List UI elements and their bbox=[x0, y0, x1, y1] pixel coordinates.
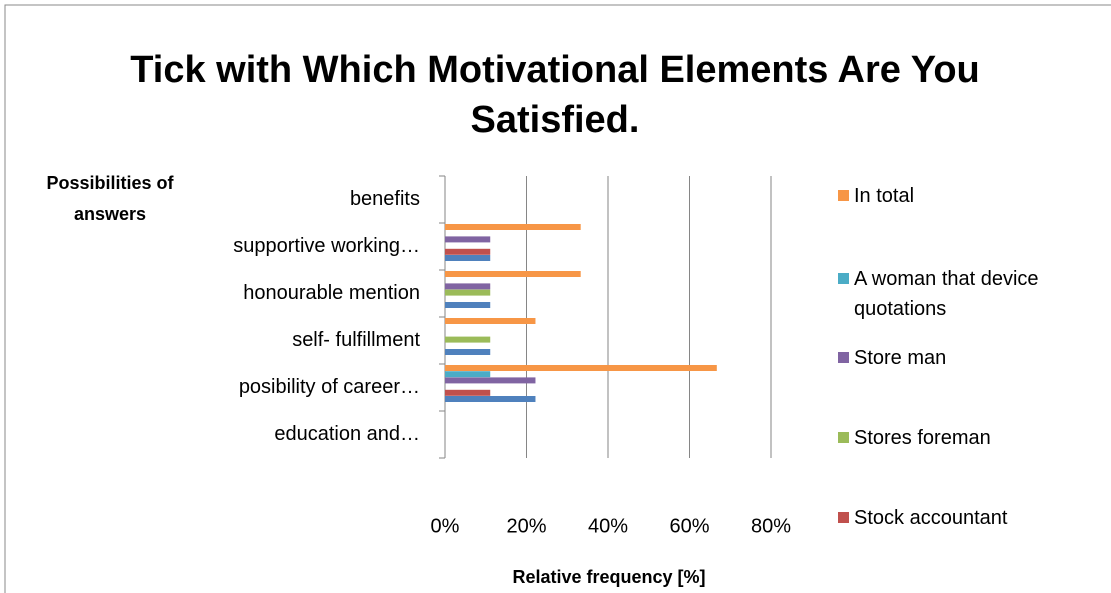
legend-label: Stores foreman bbox=[854, 427, 991, 449]
legend-entry: Stock accountant bbox=[838, 503, 1104, 533]
bar bbox=[445, 255, 491, 261]
bar bbox=[445, 349, 491, 355]
bar bbox=[445, 336, 491, 343]
y-tick-label: honourable mention bbox=[243, 282, 420, 304]
bar bbox=[445, 365, 717, 371]
y-axis-label: Possibilities of answers bbox=[46, 173, 174, 224]
bar bbox=[445, 224, 581, 230]
bar bbox=[445, 302, 491, 308]
legend-entry: A woman that device quotations bbox=[838, 264, 1104, 324]
chart-border bbox=[4, 4, 1111, 593]
legend-swatch bbox=[838, 273, 849, 284]
bar bbox=[445, 271, 581, 277]
legend-entry: Store man bbox=[838, 343, 1104, 373]
y-tick-label: posibility of career… bbox=[239, 376, 420, 398]
y-tick-label: education and… bbox=[274, 423, 420, 445]
bar bbox=[445, 377, 536, 384]
legend-swatch bbox=[838, 352, 849, 363]
bar bbox=[445, 236, 491, 243]
bar bbox=[445, 371, 491, 378]
x-tick-label: 60% bbox=[669, 515, 709, 537]
bar bbox=[445, 283, 491, 290]
legend-swatch bbox=[838, 432, 849, 443]
x-axis-label: Relative frequency [%] bbox=[512, 567, 705, 587]
y-tick-label: benefits bbox=[350, 188, 420, 210]
legend-label: A woman that device quotations bbox=[854, 268, 1039, 320]
bar bbox=[445, 396, 536, 402]
legend-swatch bbox=[838, 190, 849, 201]
legend-label: In total bbox=[854, 185, 915, 207]
title-box: Tick with Which Motivational Elements Ar… bbox=[130, 49, 980, 141]
x-tick-label: 20% bbox=[506, 515, 546, 537]
x-tick-label: 0% bbox=[431, 515, 460, 537]
legend-entry: Stores foreman bbox=[838, 423, 1104, 453]
y-label-box: Possibilities of answers bbox=[46, 173, 174, 224]
y-tick-label: supportive working… bbox=[233, 235, 420, 257]
chart-title: Tick with Which Motivational Elements Ar… bbox=[130, 49, 980, 141]
x-tick-label: 80% bbox=[751, 515, 791, 537]
legend-swatch bbox=[838, 512, 849, 523]
legend-label: Stock accountant bbox=[854, 507, 1008, 529]
y-tick-label: self- fulfillment bbox=[292, 329, 420, 351]
bar bbox=[445, 389, 491, 396]
bar bbox=[445, 248, 491, 255]
bar bbox=[445, 318, 536, 324]
legend-entry: In total bbox=[838, 181, 1104, 211]
bar bbox=[445, 289, 491, 296]
legend-label: Store man bbox=[854, 347, 947, 369]
x-tick-label: 40% bbox=[588, 515, 628, 537]
